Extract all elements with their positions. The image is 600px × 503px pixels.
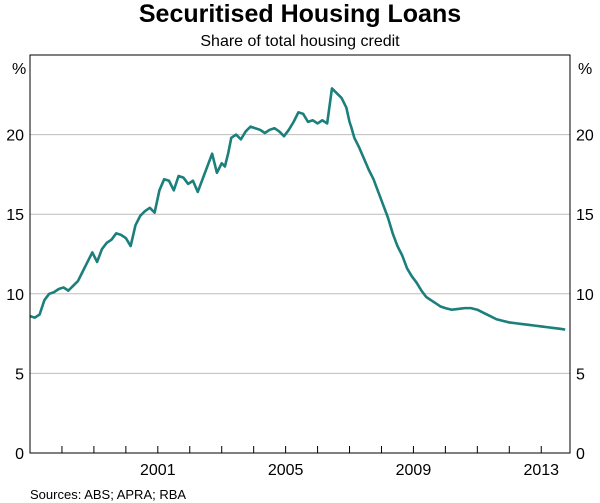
source-note: Sources: ABS; APRA; RBA (30, 487, 186, 502)
x-tick-label: 2013 (523, 462, 559, 479)
x-tick-label: 2001 (140, 462, 176, 479)
x-axis-ticks (29, 446, 542, 453)
y-tick-label-right: 15 (576, 207, 594, 224)
x-tick-label: 2009 (396, 462, 432, 479)
series-line (29, 87, 566, 331)
y-tick-label-left: 20 (6, 128, 24, 145)
chart-subtitle: Share of total housing credit (200, 33, 400, 50)
y-tick-label-right: 10 (576, 287, 594, 304)
x-axis-labels: 2001 2005 2009 2013 (140, 462, 559, 479)
y-tick-label-left: 0 (15, 446, 24, 463)
y-axis-labels: 0 0 5 5 10 10 15 15 20 20 (6, 128, 594, 463)
gridlines (30, 134, 570, 374)
y-tick-label-left: 15 (6, 207, 24, 224)
y-tick-label-right: 20 (576, 128, 594, 145)
plot-frame (29, 54, 571, 454)
y-tick-label-left: 10 (6, 287, 24, 304)
y-tick-label-right: 0 (576, 446, 585, 463)
y-unit-left: % (12, 61, 26, 78)
x-tick-label: 2005 (268, 462, 304, 479)
y-tick-label-right: 5 (576, 366, 585, 383)
chart-title: Securitised Housing Loans (139, 0, 461, 28)
y-unit-right: % (578, 61, 592, 78)
y-tick-label-left: 5 (15, 366, 24, 383)
